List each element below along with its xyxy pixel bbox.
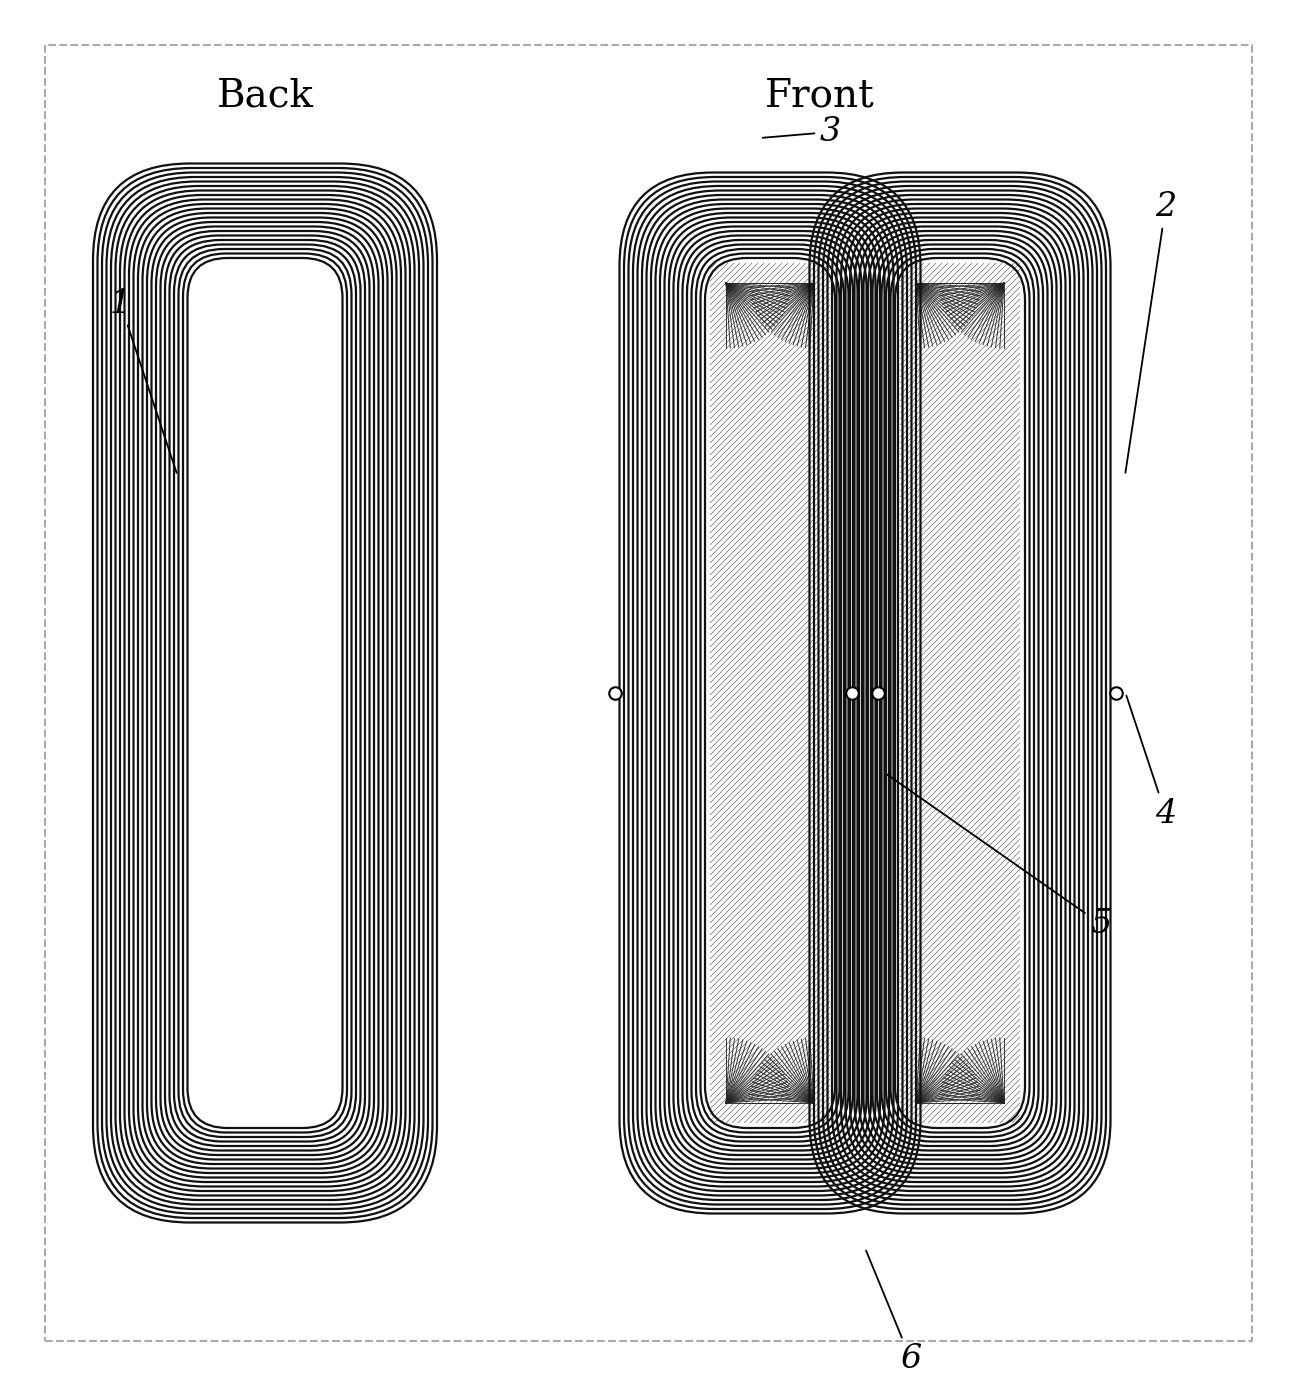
Text: Front: Front (765, 78, 875, 115)
Text: 4: 4 (1126, 696, 1176, 830)
Text: 3: 3 (763, 116, 842, 148)
Text: 5: 5 (887, 775, 1112, 940)
Text: 2: 2 (1126, 191, 1176, 473)
Text: Back: Back (217, 78, 314, 115)
Text: 1: 1 (110, 288, 176, 473)
Text: 6: 6 (866, 1250, 921, 1375)
